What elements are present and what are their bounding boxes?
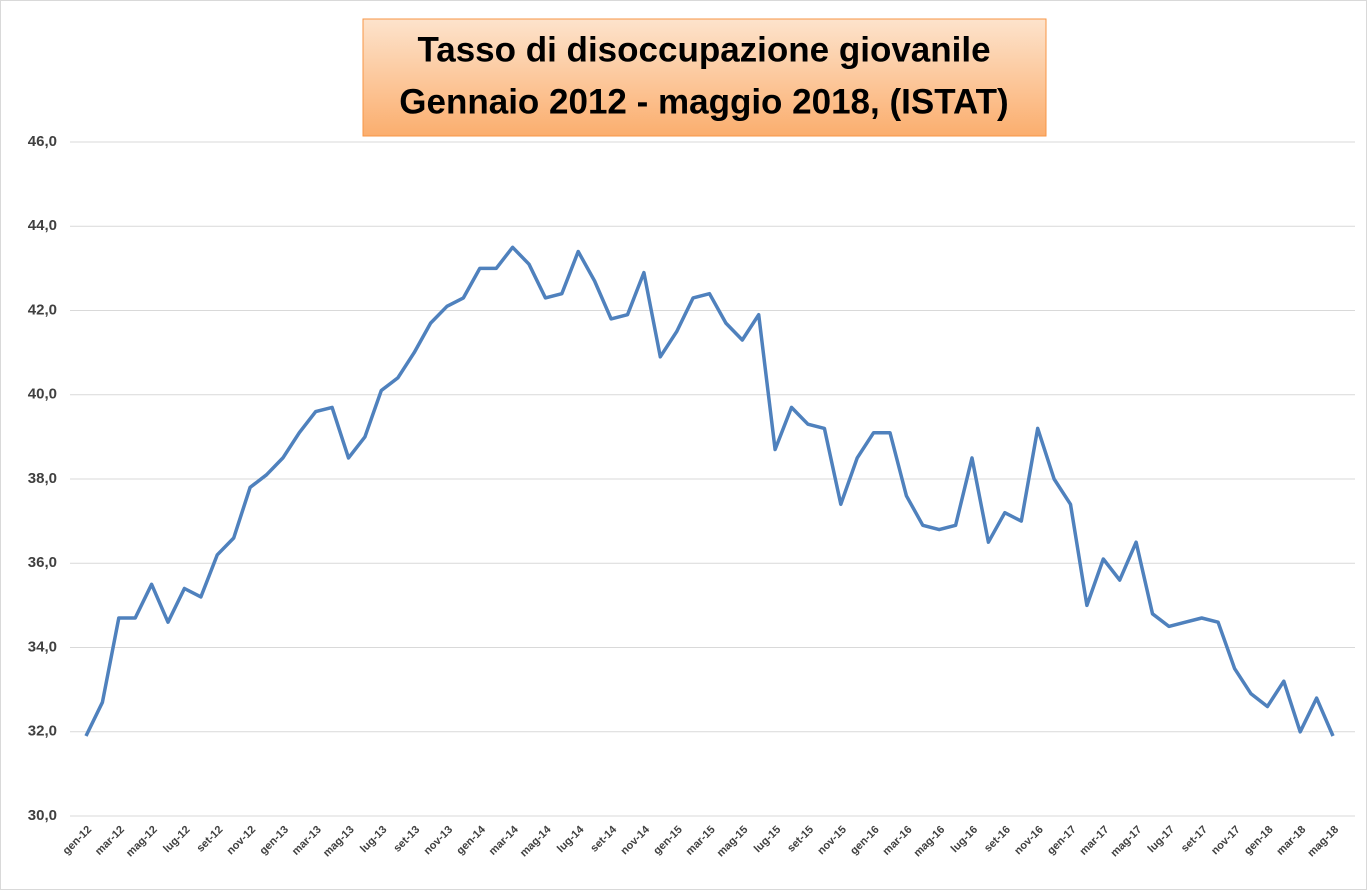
y-tick-label: 46,0: [28, 133, 57, 150]
y-tick-label: 30,0: [28, 807, 57, 824]
y-tick-label: 34,0: [28, 638, 57, 655]
y-tick-label: 44,0: [28, 217, 57, 234]
y-tick-label: 36,0: [28, 554, 57, 571]
y-tick-label: 38,0: [28, 470, 57, 487]
title-box: [362, 18, 1047, 137]
y-tick-label: 32,0: [28, 723, 57, 740]
y-tick-label: 40,0: [28, 386, 57, 403]
chart-title: Tasso di disoccupazione giovanile: [417, 30, 990, 69]
data-line: [84, 245, 1335, 737]
y-tick-label: 42,0: [28, 301, 57, 318]
chart-subtitle: Gennaio 2012 - maggio 2018, (ISTAT): [399, 82, 1008, 121]
